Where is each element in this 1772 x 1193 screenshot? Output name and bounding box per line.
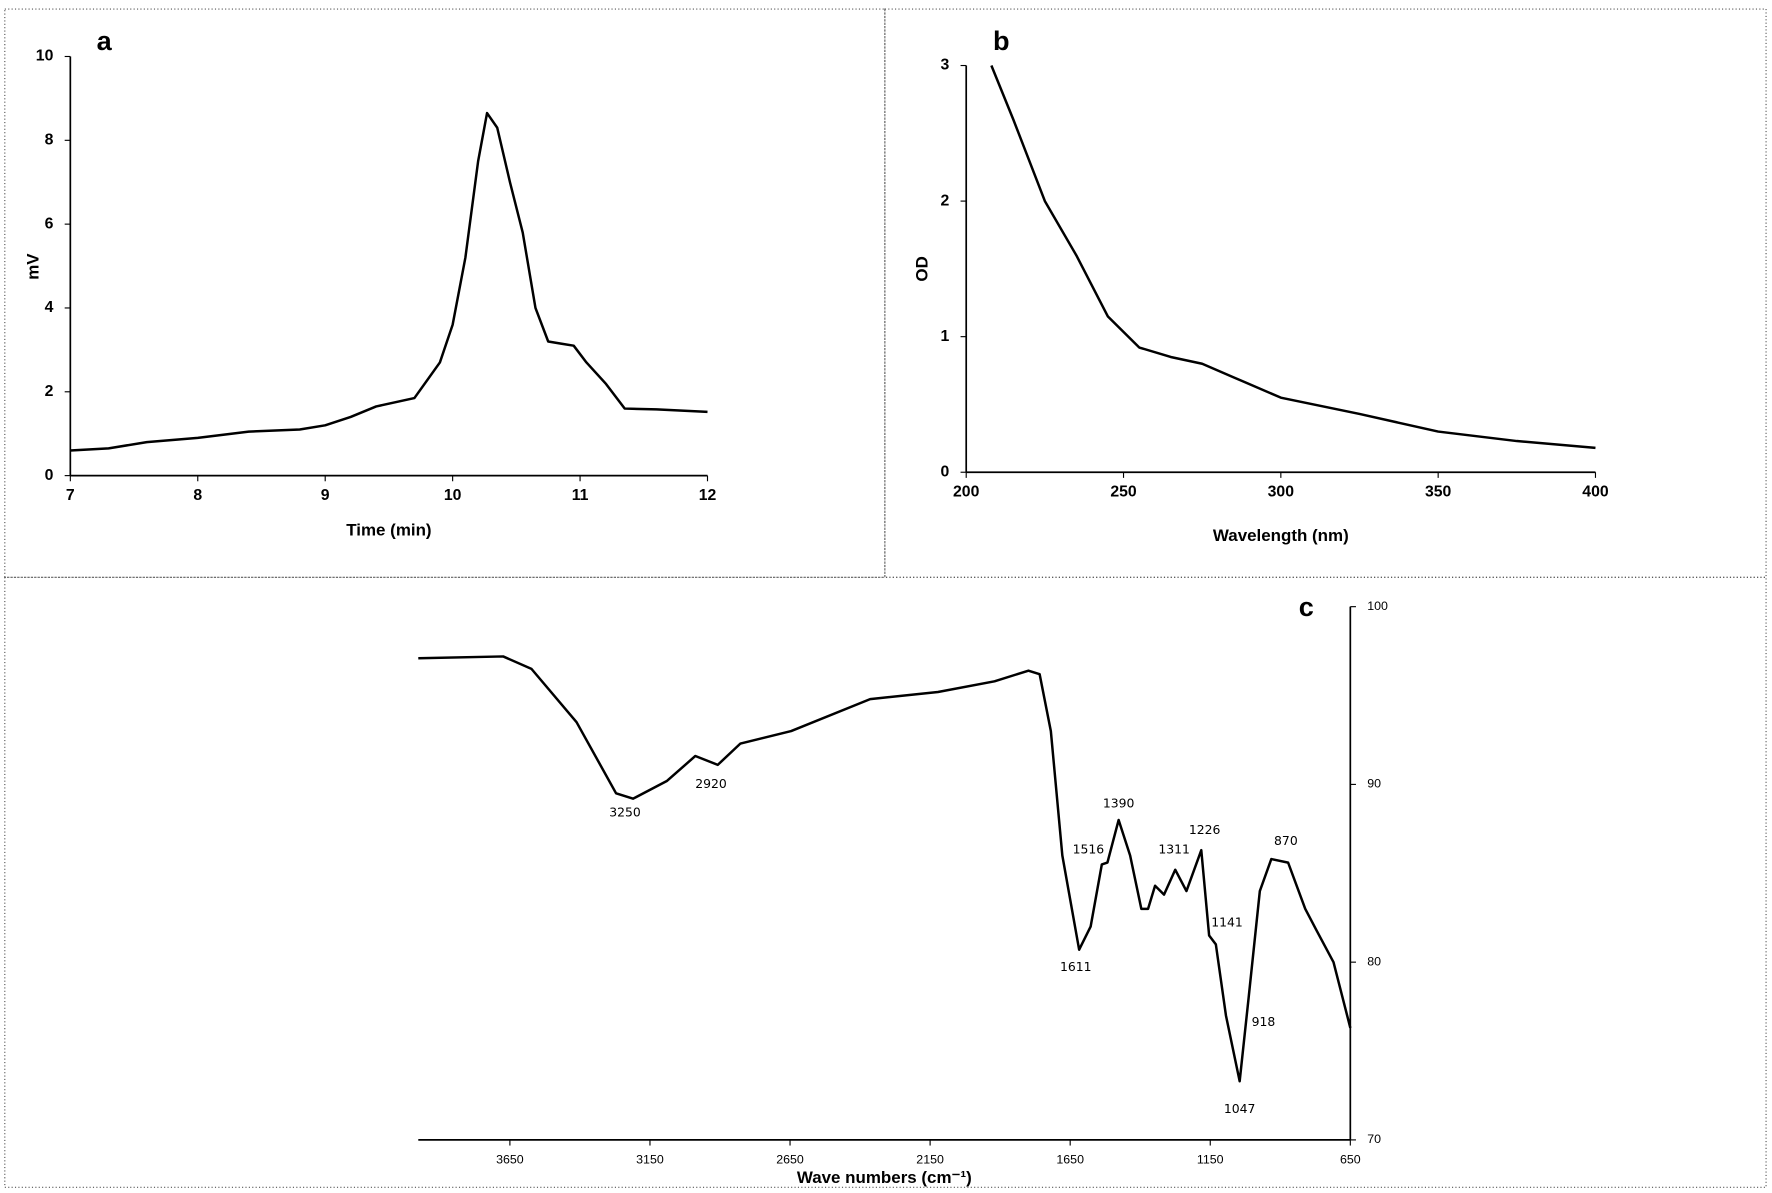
- peak-annotation: 1226: [1189, 822, 1221, 837]
- x-tick-label: 1650: [1056, 1153, 1084, 1167]
- y-tick-label: 80: [1367, 954, 1381, 968]
- data-line: [990, 65, 1596, 450]
- y-tick-label: 4: [45, 299, 54, 316]
- y-tick-label: 0: [45, 467, 54, 484]
- data-line: [418, 655, 1352, 1083]
- y-tick-label: 2: [45, 383, 54, 400]
- peak-annotation: 3250: [609, 804, 641, 819]
- y-tick-label: 0: [940, 463, 949, 480]
- x-tick-label: 8: [193, 487, 202, 504]
- y-tick-label: 8: [45, 131, 54, 148]
- panel-label: a: [97, 25, 113, 56]
- x-tick-label: 2650: [776, 1153, 804, 1167]
- peak-annotation: 1390: [1103, 795, 1135, 810]
- peak-annotation: 918: [1252, 1014, 1276, 1029]
- x-tick-label: 1150: [1197, 1153, 1224, 1167]
- x-tick-label: 650: [1340, 1153, 1361, 1167]
- peak-annotation: 1311: [1158, 842, 1190, 857]
- x-tick-label: 10: [444, 487, 462, 504]
- peak-annotation: 1611: [1060, 959, 1092, 974]
- x-tick-label: 3650: [496, 1153, 524, 1167]
- x-tick-label: 2150: [916, 1153, 944, 1167]
- y-tick-label: 70: [1367, 1132, 1381, 1146]
- x-tick-label: 12: [699, 487, 717, 504]
- y-axis-title: OD: [913, 256, 932, 281]
- x-tick-label: 9: [321, 487, 330, 504]
- x-tick-label: 200: [953, 484, 980, 501]
- y-tick-label: 3: [940, 57, 949, 74]
- panel-frame: [884, 8, 1767, 578]
- y-tick-label: 100: [1367, 599, 1388, 613]
- x-axis-title: Time (min): [346, 520, 431, 539]
- x-tick-label: 300: [1268, 484, 1295, 501]
- y-tick-label: 10: [36, 48, 54, 65]
- peak-annotation: 1141: [1211, 915, 1243, 930]
- panel-label: b: [993, 25, 1010, 56]
- x-tick-label: 250: [1110, 484, 1137, 501]
- x-tick-label: 11: [572, 487, 589, 504]
- x-tick-label: 3150: [636, 1153, 664, 1167]
- x-tick-label: 350: [1425, 484, 1452, 501]
- data-line: [70, 111, 708, 452]
- panel-label: c: [1299, 591, 1314, 622]
- x-tick-label: 7: [66, 487, 75, 504]
- x-axis-title: Wavelength (nm): [1213, 526, 1349, 545]
- y-axis-title: mV: [24, 253, 43, 280]
- y-tick-label: 90: [1367, 777, 1381, 791]
- panel-frame: [4, 8, 886, 578]
- y-tick-label: 6: [45, 215, 54, 232]
- x-axis-title: Wave numbers (cm⁻¹): [797, 1168, 972, 1187]
- peak-annotation: 1047: [1224, 1101, 1256, 1116]
- x-tick-label: 400: [1582, 484, 1609, 501]
- peak-annotation: 1516: [1073, 842, 1105, 857]
- panel-frame: [4, 576, 1767, 1188]
- peak-annotation: 2920: [695, 776, 727, 791]
- peak-annotation: 870: [1274, 833, 1298, 848]
- y-tick-label: 2: [940, 192, 949, 209]
- y-tick-label: 1: [940, 328, 949, 345]
